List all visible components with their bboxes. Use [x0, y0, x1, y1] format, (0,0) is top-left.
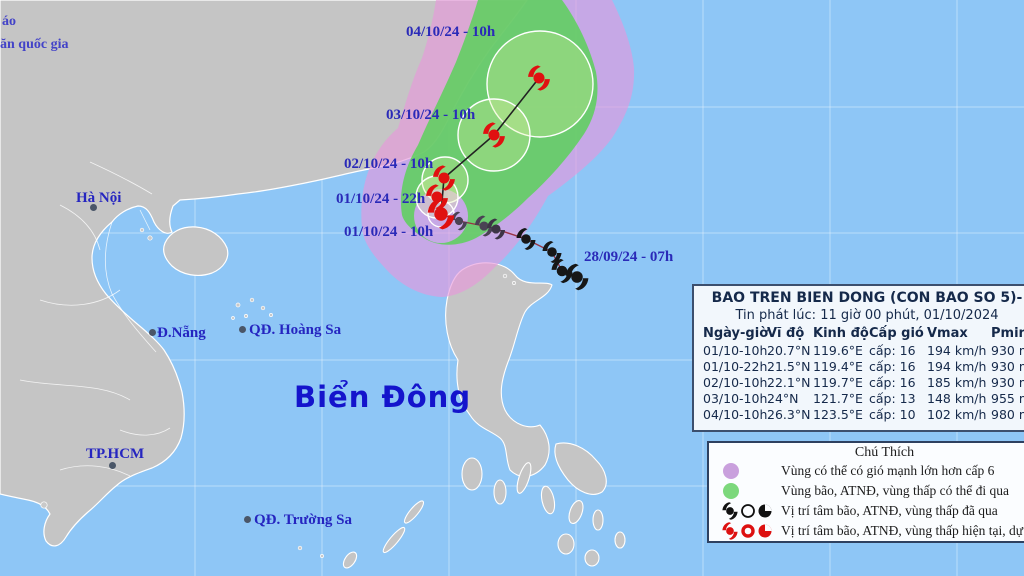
cell: 930 mb: [991, 375, 1024, 390]
cell: cấp: 16: [869, 343, 916, 358]
cell: 22.1°N: [767, 375, 811, 390]
cell: 20.7°N: [767, 343, 811, 358]
hanoi-dot: [90, 204, 97, 211]
table-row: 01/10-22h 21.5°N 119.4°E cấp: 16 194 km/…: [694, 359, 1024, 375]
cell: cấp: 13: [869, 391, 916, 406]
cell: cấp: 16: [869, 359, 916, 374]
col-header-vmax: Vmax: [927, 326, 968, 341]
agency-text-fragment-1: áo: [2, 14, 16, 29]
tphcm-dot: [109, 462, 116, 469]
cell: 194 km/h: [927, 359, 987, 374]
track-label-03-10: 03/10/24 - 10h: [386, 107, 476, 123]
philippine-islands: [342, 262, 626, 569]
storm-info-table: BAO TREN BIEN DONG (CON BAO SO 5)- Tin p…: [692, 284, 1024, 432]
green-area-icon: [723, 483, 739, 499]
depression-circle-icon: [741, 504, 755, 518]
track-label-04-10: 04/10/24 - 10h: [406, 24, 496, 40]
col-header-lat: Vĩ độ: [767, 326, 805, 341]
city-label-hanoi: Hà Nội: [76, 190, 122, 206]
city-label-hoang-sa: QĐ. Hoàng Sa: [249, 322, 342, 338]
col-header-pmin: Pmin: [991, 326, 1024, 341]
cell: cấp: 10: [869, 407, 916, 422]
agency-text-fragment-2: ăn quốc gia: [0, 37, 69, 52]
col-header-date: Ngày-giờ: [703, 326, 769, 341]
cell: 01/10-10h: [703, 343, 768, 358]
legend-item-past-position: Vị trí tâm bão, ATNĐ, vùng thấp đã qua: [709, 501, 1024, 521]
past-position-icons: [722, 502, 772, 520]
city-label-danang: Đ.Nẵng: [157, 325, 206, 341]
danang-dot: [149, 329, 156, 336]
cell: 955 mb: [991, 391, 1024, 406]
admin-borders: [19, 161, 171, 477]
cell: 21.5°N: [767, 359, 811, 374]
col-header-lon: Kinh độ: [813, 326, 869, 341]
low-pressure-clock-icon: [758, 504, 772, 518]
forecast-track-line: [440, 77, 540, 214]
legend-label: Vị trí tâm bão, ATNĐ, vùng thấp đã qua: [781, 503, 998, 518]
city-label-tphcm: TP.HCM: [86, 446, 145, 462]
cell: 185 km/h: [927, 375, 987, 390]
legend-label: Vùng bão, ATNĐ, vùng thấp có thể đi qua: [781, 483, 1009, 498]
sea-name-label: Biển Đông: [294, 380, 472, 414]
cell: 119.4°E: [813, 359, 863, 374]
cell: 119.6°E: [813, 343, 863, 358]
track-label-01-10-10h: 01/10/24 - 10h: [344, 224, 434, 240]
legend-title: Chú Thích: [854, 445, 915, 460]
cell: 930 mb: [991, 343, 1024, 358]
cell: 148 km/h: [927, 391, 987, 406]
legend-label: Vùng có thể có gió mạnh lớn hơn cấp 6: [781, 463, 995, 478]
low-pressure-clock-icon: [758, 524, 772, 538]
track-label-01-10-22h: 01/10/24 - 22h: [336, 191, 426, 207]
cell: 04/10-10h: [703, 407, 768, 422]
storm-title: BAO TREN BIEN DONG (CON BAO SO 5)-: [711, 290, 1023, 306]
hainan-island: [163, 226, 229, 276]
cell: 119.7°E: [813, 375, 863, 390]
map-legend: Chú Thích Vùng có thể có gió mạnh lớn hơ…: [707, 441, 1024, 543]
truong-sa-dot: [244, 516, 251, 523]
table-row: 04/10-10h 26.3°N 123.5°E cấp: 10 102 km/…: [694, 407, 1024, 423]
cell: 03/10-10h: [703, 391, 768, 406]
legend-label: Vị trí tâm bão, ATNĐ, vùng thấp hiện tại…: [781, 523, 1024, 538]
cell: 121.7°E: [813, 391, 863, 406]
cell: 194 km/h: [927, 343, 987, 358]
cell: 930 mb: [991, 359, 1024, 374]
cell: 980 mb: [991, 407, 1024, 422]
legend-item-current-position: Vị trí tâm bão, ATNĐ, vùng thấp hiện tại…: [709, 521, 1024, 541]
col-header-level: Cấp gió: [869, 326, 924, 341]
table-row: 01/10-10h 20.7°N 119.6°E cấp: 16 194 km/…: [694, 343, 1024, 359]
track-label-02-10: 02/10/24 - 10h: [344, 156, 434, 172]
purple-area-icon: [723, 463, 739, 479]
cell: 102 km/h: [927, 407, 987, 422]
depression-circle-icon: [741, 524, 755, 538]
track-label-28-09: 28/09/24 - 07h: [584, 249, 674, 265]
cell: 26.3°N: [767, 407, 811, 422]
legend-item-wind-area: Vùng có thể có gió mạnh lớn hơn cấp 6: [709, 461, 1024, 481]
current-position-icons: [722, 522, 772, 540]
cell: 24°N: [767, 391, 799, 406]
cell: 02/10-10h: [703, 375, 768, 390]
hoang-sa-dot: [239, 326, 246, 333]
legend-item-path-area: Vùng bão, ATNĐ, vùng thấp có thể đi qua: [709, 481, 1024, 501]
cell: 01/10-22h: [703, 359, 768, 374]
cell: cấp: 16: [869, 375, 916, 390]
bulletin-time: Tin phát lúc: 11 giờ 00 phút, 01/10/2024: [735, 308, 999, 323]
small-islands: [40, 227, 516, 558]
city-label-truong-sa: QĐ. Trường Sa: [254, 512, 353, 528]
table-row: 03/10-10h 24°N 121.7°E cấp: 13 148 km/h …: [694, 391, 1024, 407]
table-row: 02/10-10h 22.1°N 119.7°E cấp: 16 185 km/…: [694, 375, 1024, 391]
table-header-row: Ngày-giờ Vĩ độ Kinh độ Cấp gió Vmax Pmin: [694, 325, 1024, 343]
cell: 123.5°E: [813, 407, 863, 422]
